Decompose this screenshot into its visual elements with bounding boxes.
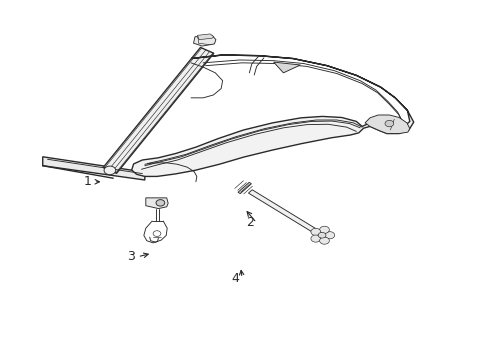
Polygon shape [145,198,168,208]
Polygon shape [238,183,251,194]
Circle shape [104,166,116,175]
Polygon shape [131,55,413,176]
Circle shape [325,231,334,239]
Circle shape [319,237,328,244]
Text: 4: 4 [231,272,239,285]
Polygon shape [42,157,144,180]
Polygon shape [103,48,213,173]
Text: 3: 3 [127,250,135,263]
Polygon shape [197,34,214,40]
Circle shape [384,120,393,127]
Polygon shape [273,62,300,73]
Polygon shape [248,190,318,233]
Polygon shape [365,115,409,134]
Text: 1: 1 [83,175,91,188]
Circle shape [318,232,325,238]
Circle shape [310,228,320,235]
Polygon shape [193,35,215,46]
Circle shape [156,200,164,206]
Text: 2: 2 [246,216,254,229]
Circle shape [319,226,328,233]
Circle shape [310,235,320,242]
